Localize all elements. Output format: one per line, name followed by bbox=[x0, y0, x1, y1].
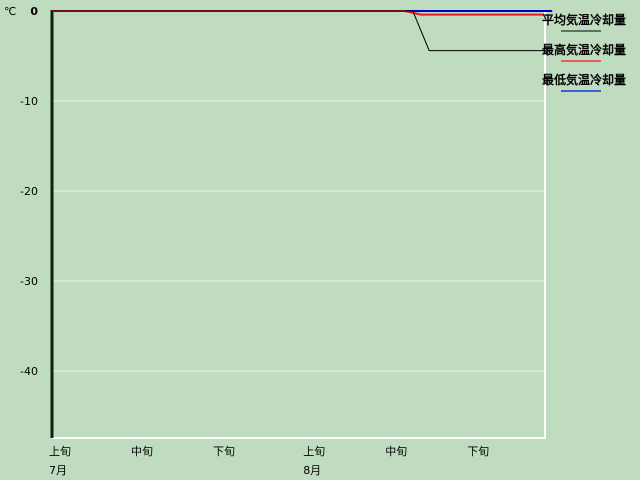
month-label: 7月 bbox=[49, 464, 67, 477]
y-tick-label: 0 bbox=[30, 5, 38, 18]
x-tick-labels: 上旬 中旬 下旬 上旬 中旬 下旬 7月 8月 bbox=[49, 445, 489, 477]
x-tick-label: 上旬 bbox=[49, 445, 71, 458]
x-tick-label: 中旬 bbox=[385, 445, 407, 458]
x-tick-label: 下旬 bbox=[467, 445, 489, 458]
y-tick-label: -20 bbox=[20, 185, 38, 198]
x-tick-label: 上旬 bbox=[303, 445, 325, 458]
series-lines bbox=[52, 10, 553, 52]
gridlines bbox=[52, 100, 545, 372]
y-tick-labels: 0 -10 -20 -30 -40 bbox=[20, 5, 38, 378]
y-tick-label: -30 bbox=[20, 275, 38, 288]
month-label: 8月 bbox=[303, 464, 321, 477]
series-line bbox=[52, 10, 544, 52]
x-tick-label: 下旬 bbox=[213, 445, 235, 458]
y-tick-label: -10 bbox=[20, 95, 38, 108]
legend-label: 最低気温冷却量 bbox=[542, 72, 626, 87]
legend-label: 最高気温冷却量 bbox=[542, 42, 626, 57]
x-tick-label: 中旬 bbox=[131, 445, 153, 458]
y-tick-label: -40 bbox=[20, 365, 38, 378]
y-axis-unit: ℃ bbox=[4, 5, 16, 18]
legend-label: 平均気温冷却量 bbox=[542, 12, 626, 27]
